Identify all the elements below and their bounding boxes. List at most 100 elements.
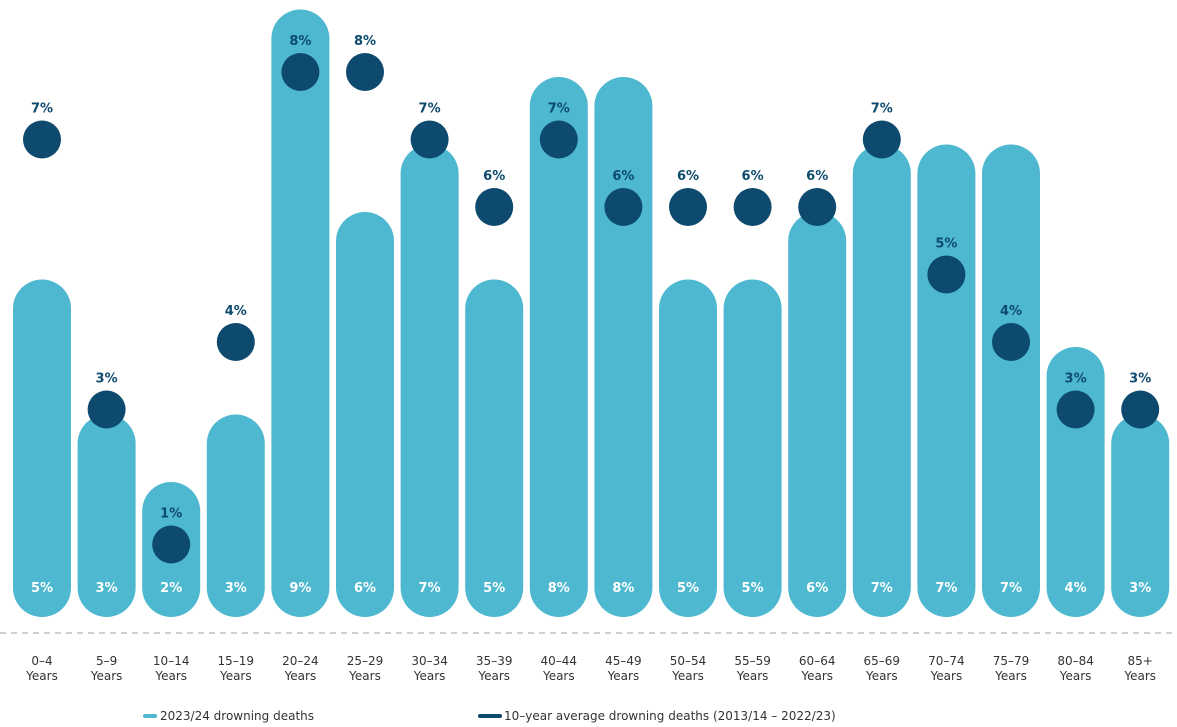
- tick-label-15-unit: Years: [994, 669, 1027, 683]
- tick-label-16-range: 80–84: [1057, 654, 1094, 668]
- tick-label-7-unit: Years: [477, 669, 510, 683]
- tick-label-14-unit: Years: [930, 669, 963, 683]
- average-dot-label-13: 7%: [871, 102, 893, 117]
- tick-label-9-unit: Years: [607, 669, 640, 683]
- bar-value-label-12: 6%: [806, 581, 828, 596]
- average-dot-15: [992, 323, 1030, 361]
- tick-label-11-range: 55–59: [734, 654, 771, 668]
- bar-3: [206, 414, 265, 617]
- bar-0: [13, 279, 71, 617]
- average-dot-label-0: 7%: [31, 102, 53, 117]
- average-dot-label-10: 6%: [677, 169, 699, 184]
- bar-17: [1111, 414, 1170, 617]
- bar-value-label-4: 9%: [289, 581, 311, 596]
- average-dot-label-2: 1%: [160, 507, 182, 522]
- bar-8: [529, 77, 588, 617]
- tick-label-15-range: 75–79: [993, 654, 1030, 668]
- tick-label-8-range: 40–44: [541, 654, 578, 668]
- bar-value-label-11: 5%: [742, 581, 764, 596]
- bar-value-label-1: 3%: [96, 581, 118, 596]
- dots-layer: [23, 53, 1160, 564]
- tick-label-14-range: 70–74: [928, 654, 965, 668]
- tick-label-6-range: 30–34: [411, 654, 448, 668]
- average-dot-9: [604, 188, 643, 226]
- average-dot-2: [152, 525, 191, 564]
- tick-label-1-unit: Years: [90, 669, 123, 683]
- bar-5: [336, 212, 394, 617]
- average-dot-8: [539, 120, 578, 159]
- bar-value-label-13: 7%: [871, 581, 893, 596]
- average-dot-13: [862, 120, 901, 159]
- average-dot-label-17: 3%: [1129, 372, 1151, 387]
- tick-label-17-range: 85+: [1128, 654, 1153, 668]
- tick-label-5-range: 25–29: [347, 654, 384, 668]
- tick-label-0-unit: Years: [25, 669, 58, 683]
- average-dot-14: [927, 255, 966, 294]
- tick-label-2-unit: Years: [154, 669, 187, 683]
- bars-layer: [13, 9, 1170, 617]
- bar-4: [271, 9, 330, 617]
- average-dot-1: [87, 390, 126, 429]
- tick-label-6-unit: Years: [413, 669, 446, 683]
- bar-11: [723, 279, 782, 617]
- bar-14: [917, 144, 976, 617]
- bar-15: [982, 144, 1040, 617]
- average-dot-label-4: 8%: [289, 34, 311, 49]
- bar-9: [594, 77, 653, 617]
- average-dot-16: [1056, 390, 1095, 429]
- average-dot-label-9: 6%: [612, 169, 634, 184]
- bar-value-label-7: 5%: [483, 581, 505, 596]
- tick-label-10-range: 50–54: [670, 654, 707, 668]
- tick-label-10-unit: Years: [671, 669, 704, 683]
- bar-value-label-16: 4%: [1065, 581, 1087, 596]
- tick-label-4-range: 20–24: [282, 654, 319, 668]
- bar-value-label-15: 7%: [1000, 581, 1022, 596]
- tick-label-3-unit: Years: [219, 669, 252, 683]
- average-dot-17: [1121, 390, 1160, 429]
- bar-value-label-10: 5%: [677, 581, 699, 596]
- tick-label-0-range: 0–4: [31, 654, 52, 668]
- legend-label-2023-24: 2023/24 drowning deaths: [160, 709, 314, 723]
- bar-value-label-0: 5%: [31, 581, 53, 596]
- bar-value-label-17: 3%: [1129, 581, 1151, 596]
- legend: 2023/24 drowning deaths 10–year average …: [143, 709, 836, 723]
- tick-label-13-range: 65–69: [864, 654, 901, 668]
- average-dot-0: [23, 120, 61, 159]
- average-dot-label-15: 4%: [1000, 304, 1022, 319]
- tick-label-11-unit: Years: [736, 669, 769, 683]
- average-dot-11: [733, 188, 772, 226]
- tick-label-12-range: 60–64: [799, 654, 836, 668]
- bar-6: [400, 144, 459, 617]
- average-dot-3: [216, 323, 255, 361]
- average-dot-12: [798, 188, 837, 226]
- bar-value-label-2: 2%: [160, 581, 182, 596]
- tick-label-9-range: 45–49: [605, 654, 642, 668]
- bar-12: [788, 212, 847, 617]
- average-dot-label-16: 3%: [1065, 372, 1087, 387]
- tick-label-3-range: 15–19: [218, 654, 255, 668]
- bar-labels-layer: 5% 3% 2% 3% 9% 6% 7% 5% 8% 8% 5% 5% 6% 7% 7% 7% 4% 3%: [31, 581, 1151, 596]
- tick-label-16-unit: Years: [1059, 669, 1092, 683]
- bar-value-label-5: 6%: [354, 581, 376, 596]
- bar-13: [852, 144, 911, 617]
- average-dot-label-1: 3%: [96, 372, 118, 387]
- bar-value-label-8: 8%: [548, 581, 570, 596]
- legend-label-10-year-average: 10–year average drowning deaths (2013/14…: [504, 709, 836, 723]
- average-dot-label-14: 5%: [935, 237, 957, 252]
- bar-1: [77, 414, 136, 617]
- tick-label-2-range: 10–14: [153, 654, 190, 668]
- bar-value-label-3: 3%: [225, 581, 247, 596]
- tick-label-4-unit: Years: [284, 669, 317, 683]
- tick-label-8-unit: Years: [542, 669, 575, 683]
- average-dot-6: [410, 120, 449, 159]
- average-dot-label-5: 8%: [354, 34, 376, 49]
- average-dot-7: [475, 188, 514, 226]
- bar-10: [659, 279, 717, 617]
- tick-label-1-range: 5–9: [96, 654, 117, 668]
- average-dot-label-8: 7%: [548, 102, 570, 117]
- tick-label-5-unit: Years: [348, 669, 381, 683]
- average-dot-4: [281, 53, 320, 91]
- average-dot-5: [346, 53, 384, 91]
- bar-value-label-9: 8%: [612, 581, 634, 596]
- average-dot-label-6: 7%: [419, 102, 441, 117]
